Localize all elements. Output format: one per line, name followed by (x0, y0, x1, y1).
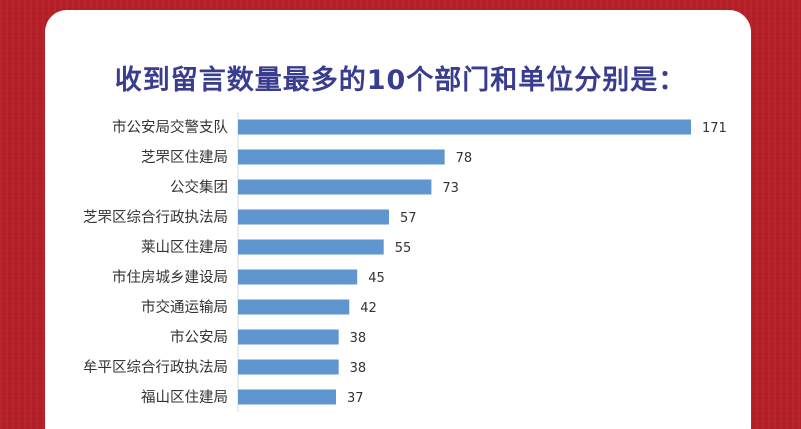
bar (238, 119, 691, 135)
data-label: 55 (395, 241, 412, 256)
category-label: 芝罘区综合行政执法局 (83, 209, 228, 226)
category-label: 市公安局 (170, 329, 228, 346)
bar (238, 209, 389, 225)
chart-title: 收到留言数量最多的10个部门和单位分别是： (114, 65, 687, 96)
category-label: 公交集团 (170, 178, 228, 196)
data-label: 73 (442, 181, 459, 196)
bar (238, 299, 350, 315)
data-label: 171 (702, 121, 727, 136)
category-label: 莱山区住建局 (141, 239, 228, 256)
category-label: 市交通运输局 (141, 298, 228, 316)
data-label: 38 (350, 361, 367, 376)
bar (238, 329, 339, 345)
data-label: 45 (368, 271, 385, 286)
data-label: 42 (360, 301, 377, 316)
bar (238, 179, 432, 195)
data-label: 38 (350, 331, 367, 346)
bar (238, 239, 384, 255)
bar (238, 269, 358, 285)
bar (238, 389, 337, 405)
bar (238, 149, 445, 165)
category-label: 市住房城乡建设局 (112, 269, 228, 286)
category-label: 牟平区综合行政执法局 (83, 359, 228, 376)
data-label: 57 (400, 211, 417, 226)
data-label: 78 (456, 151, 473, 166)
category-label: 福山区住建局 (141, 389, 228, 406)
bar (238, 359, 339, 375)
content-card (45, 10, 751, 429)
data-label: 37 (347, 391, 364, 406)
category-label: 芝罘区住建局 (141, 149, 228, 166)
category-label: 市公安局交警支队 (112, 118, 228, 136)
